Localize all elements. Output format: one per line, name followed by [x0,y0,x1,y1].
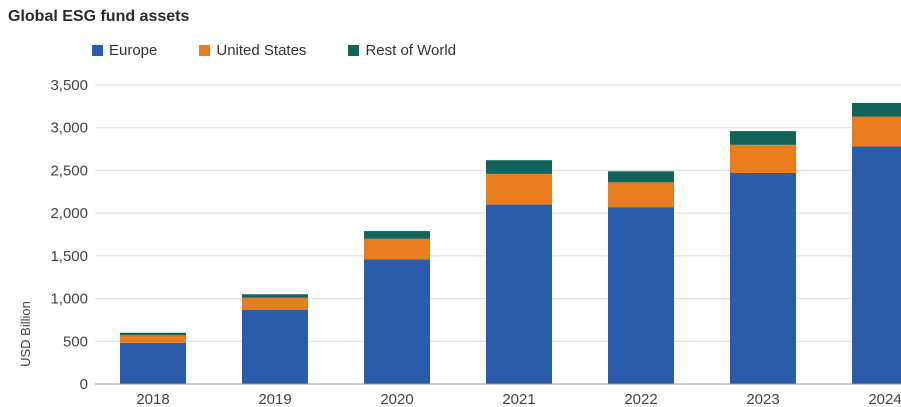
legend-item-united-states: United States [199,42,306,59]
bar-rest-of-world-2020 [364,231,430,239]
bar-europe-2019 [242,309,308,384]
legend-swatch-europe [92,45,103,56]
y-tick-label: 1,000 [50,291,88,308]
y-tick-label: 2,000 [50,205,88,222]
bar-rest-of-world-2021 [486,160,552,174]
bar-rest-of-world-2022 [608,171,674,183]
bar-united-states-2020 [364,238,430,260]
bar-europe-2021 [486,204,552,384]
x-tick-label: 2022 [624,391,657,407]
y-axis-label: USD Billion [18,301,33,367]
legend-swatch-united-states [199,45,211,56]
bar-united-states-2022 [608,182,674,208]
bar-rest-of-world-2023 [730,131,796,145]
legend-label-europe: Europe [109,42,158,59]
chart-title: Global ESG fund assets [8,8,190,25]
y-tick-label: 0 [80,376,88,393]
y-tick-labels: 0 500 1,000 1,500 2,000 2,500 3,000 3,500 [50,77,88,393]
legend-item-rest-of-world: Rest of World [348,42,456,59]
legend-label-united-states: United States [216,42,307,59]
bar-europe-2018 [120,342,186,384]
bar-united-states-2018 [120,335,186,343]
legend-label-rest-of-world: Rest of World [365,42,457,59]
bar-rest-of-world-2018 [120,332,186,336]
legend-swatch-rest-of-world [348,45,360,56]
bar-europe-2022 [608,207,674,384]
bar-europe-2020 [364,259,430,384]
bar-europe-2023 [730,172,796,384]
legend-item-europe: Europe [92,42,157,59]
bars [120,102,901,384]
x-tick-label: 2019 [258,391,291,407]
y-tick-label: 2,500 [50,162,88,179]
bar-europe-2024 [852,146,901,384]
x-tick-label: 2021 [502,391,535,407]
y-tick-label: 500 [63,333,88,350]
x-tick-label: 2023 [746,391,779,407]
bar-rest-of-world-2024 [852,102,901,117]
x-tick-label: 2018 [136,391,169,407]
y-tick-label: 3,000 [50,120,88,137]
bar-united-states-2019 [242,297,308,310]
x-tick-label: 2020 [380,391,413,407]
x-tick-label: 2024 [868,391,901,407]
bar-united-states-2021 [486,173,552,205]
legend: Europe United States Rest of World [92,42,456,59]
y-tick-label: 3,500 [50,77,88,94]
bar-rest-of-world-2019 [242,294,308,298]
bar-united-states-2023 [730,144,796,173]
bar-united-states-2024 [852,116,901,147]
y-tick-label: 1,500 [50,248,88,265]
x-tick-labels: 2018 2019 2020 2021 2022 2023 2024 [136,391,901,407]
